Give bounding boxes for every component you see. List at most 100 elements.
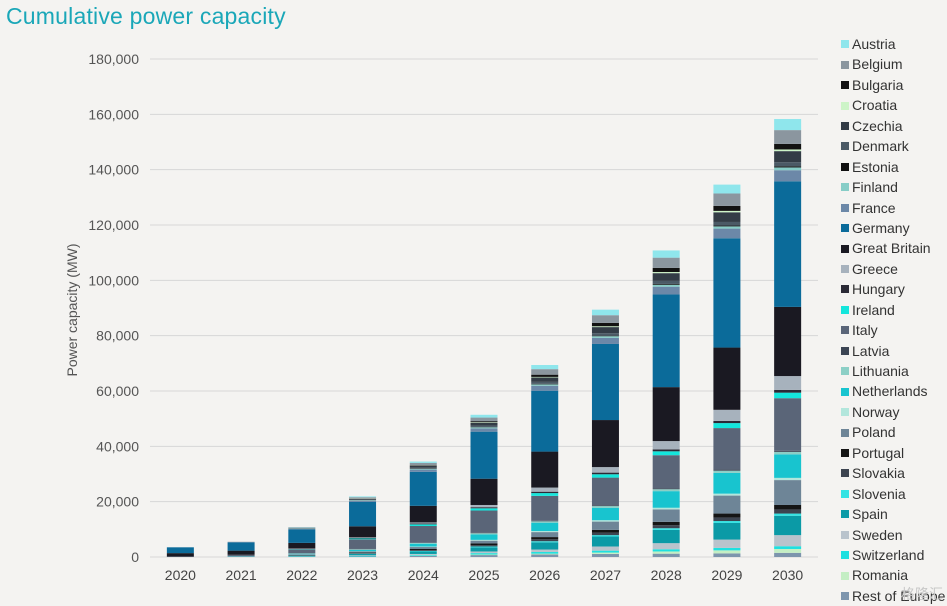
- bar-segment: [774, 509, 802, 514]
- y-tick-label: 180,000: [88, 51, 139, 67]
- x-tick-label: 2030: [772, 567, 803, 583]
- stacked-bar-chart: 0 20,000 40,000 60,000 80,000 100,000 120,000 1…: [64, 51, 818, 583]
- bar-segment: [774, 450, 802, 452]
- bar-segment: [713, 212, 741, 222]
- legend-swatch: [841, 265, 849, 274]
- bar-segment: [409, 526, 437, 543]
- bar-segment: [288, 554, 316, 556]
- bar-segment: [774, 119, 802, 131]
- legend-item: France: [841, 198, 945, 218]
- legend-label: Austria: [852, 36, 896, 52]
- bar-segment: [470, 543, 498, 546]
- y-tick-label: 40,000: [96, 438, 139, 454]
- bar-segment: [713, 347, 741, 410]
- bar-segment: [591, 506, 619, 508]
- legend-label: Sweden: [852, 526, 903, 543]
- bar-segment: [652, 549, 680, 552]
- bar-segment: [531, 495, 559, 521]
- bar-segment: [349, 537, 377, 538]
- bar-segment: [470, 553, 498, 555]
- bar-segment: [713, 423, 741, 429]
- legend-label: Croatia: [852, 97, 898, 114]
- bar-segment: [531, 520, 559, 522]
- bar-segment: [470, 431, 498, 479]
- bar-segment: [409, 462, 437, 466]
- legend-item: Lithuania: [841, 361, 945, 381]
- bar-segment: [591, 420, 619, 468]
- bar-segment: [349, 549, 377, 550]
- chart-title: Cumulative power capacity: [6, 3, 286, 29]
- bar-segment: [652, 491, 680, 508]
- bar-segment: [652, 451, 680, 456]
- legend-label: Ireland: [852, 301, 895, 318]
- legend-swatch: [841, 326, 849, 335]
- bar-segment: [531, 532, 559, 538]
- bar-segment: [409, 546, 437, 548]
- legend-item: Croatia: [841, 95, 945, 115]
- bar-segment: [470, 428, 498, 432]
- bar-segment: [713, 493, 741, 496]
- bar-segment: [652, 280, 680, 284]
- bar-segment: [591, 477, 619, 506]
- bar-segment: [774, 480, 802, 505]
- legend-item: Netherlands: [841, 381, 945, 401]
- bar-segment: [349, 556, 377, 557]
- legend-label: Latvia: [852, 342, 890, 359]
- x-tick-label: 2025: [468, 567, 499, 583]
- legend-swatch: [841, 387, 849, 396]
- bar-segment: [470, 478, 498, 505]
- bar-segment: [531, 549, 559, 553]
- bar-segment: [531, 390, 559, 452]
- bar-segment: [774, 535, 802, 547]
- legend-label: Portugal: [852, 444, 905, 461]
- bar-segment: [470, 504, 498, 508]
- bar-stack-2030: [774, 119, 802, 557]
- legend-item: Slovakia: [841, 463, 945, 483]
- bar-segment: [349, 553, 377, 554]
- legend-swatch: [841, 530, 849, 539]
- bar-segment: [288, 527, 316, 528]
- bar-segment: [652, 284, 680, 287]
- bar-segment: [774, 477, 802, 481]
- bar-segment: [591, 546, 619, 551]
- bar-segment: [591, 335, 619, 337]
- legend-swatch: [841, 571, 849, 580]
- bar-segment: [652, 455, 680, 489]
- bar-segment: [774, 162, 802, 167]
- bar-segment: [591, 337, 619, 344]
- legend-swatch: [841, 244, 849, 253]
- bar-segment: [774, 398, 802, 451]
- bar-segment: [288, 555, 316, 557]
- bar-segment: [531, 539, 559, 542]
- bar-segment: [531, 553, 559, 555]
- bar-segment: [531, 541, 559, 543]
- bar-segment: [409, 524, 437, 527]
- legend-item: Hungary: [841, 279, 945, 299]
- x-tick-label: 2022: [286, 567, 317, 583]
- bar-stack-2029: [713, 184, 741, 557]
- legend-swatch: [841, 448, 849, 457]
- bar-segment: [470, 422, 498, 423]
- bar-segment: [713, 409, 741, 421]
- legend-swatch: [841, 121, 849, 130]
- bar-segment: [349, 496, 377, 498]
- y-tick-label: 60,000: [96, 383, 139, 399]
- bar-segment: [409, 543, 437, 547]
- bar-segment: [713, 521, 741, 523]
- bar-segment: [409, 468, 437, 470]
- legend-label: Switzerland: [852, 546, 925, 563]
- bar-segment: [470, 427, 498, 429]
- bar-segment: [774, 149, 802, 152]
- bar-segment: [531, 383, 559, 385]
- legend-label: Bulgaria: [852, 76, 904, 93]
- bar-segment: [470, 534, 498, 540]
- bar-segment: [349, 553, 377, 556]
- legend-item: Austria: [841, 34, 945, 54]
- bar-segment: [774, 454, 802, 478]
- bar-stack-2021: [227, 541, 255, 557]
- x-tick-label: 2023: [347, 567, 378, 583]
- legend-label: Hungary: [852, 281, 905, 298]
- bar-segment: [409, 467, 437, 469]
- bar-segment: [349, 498, 377, 500]
- bar-segment: [774, 389, 802, 393]
